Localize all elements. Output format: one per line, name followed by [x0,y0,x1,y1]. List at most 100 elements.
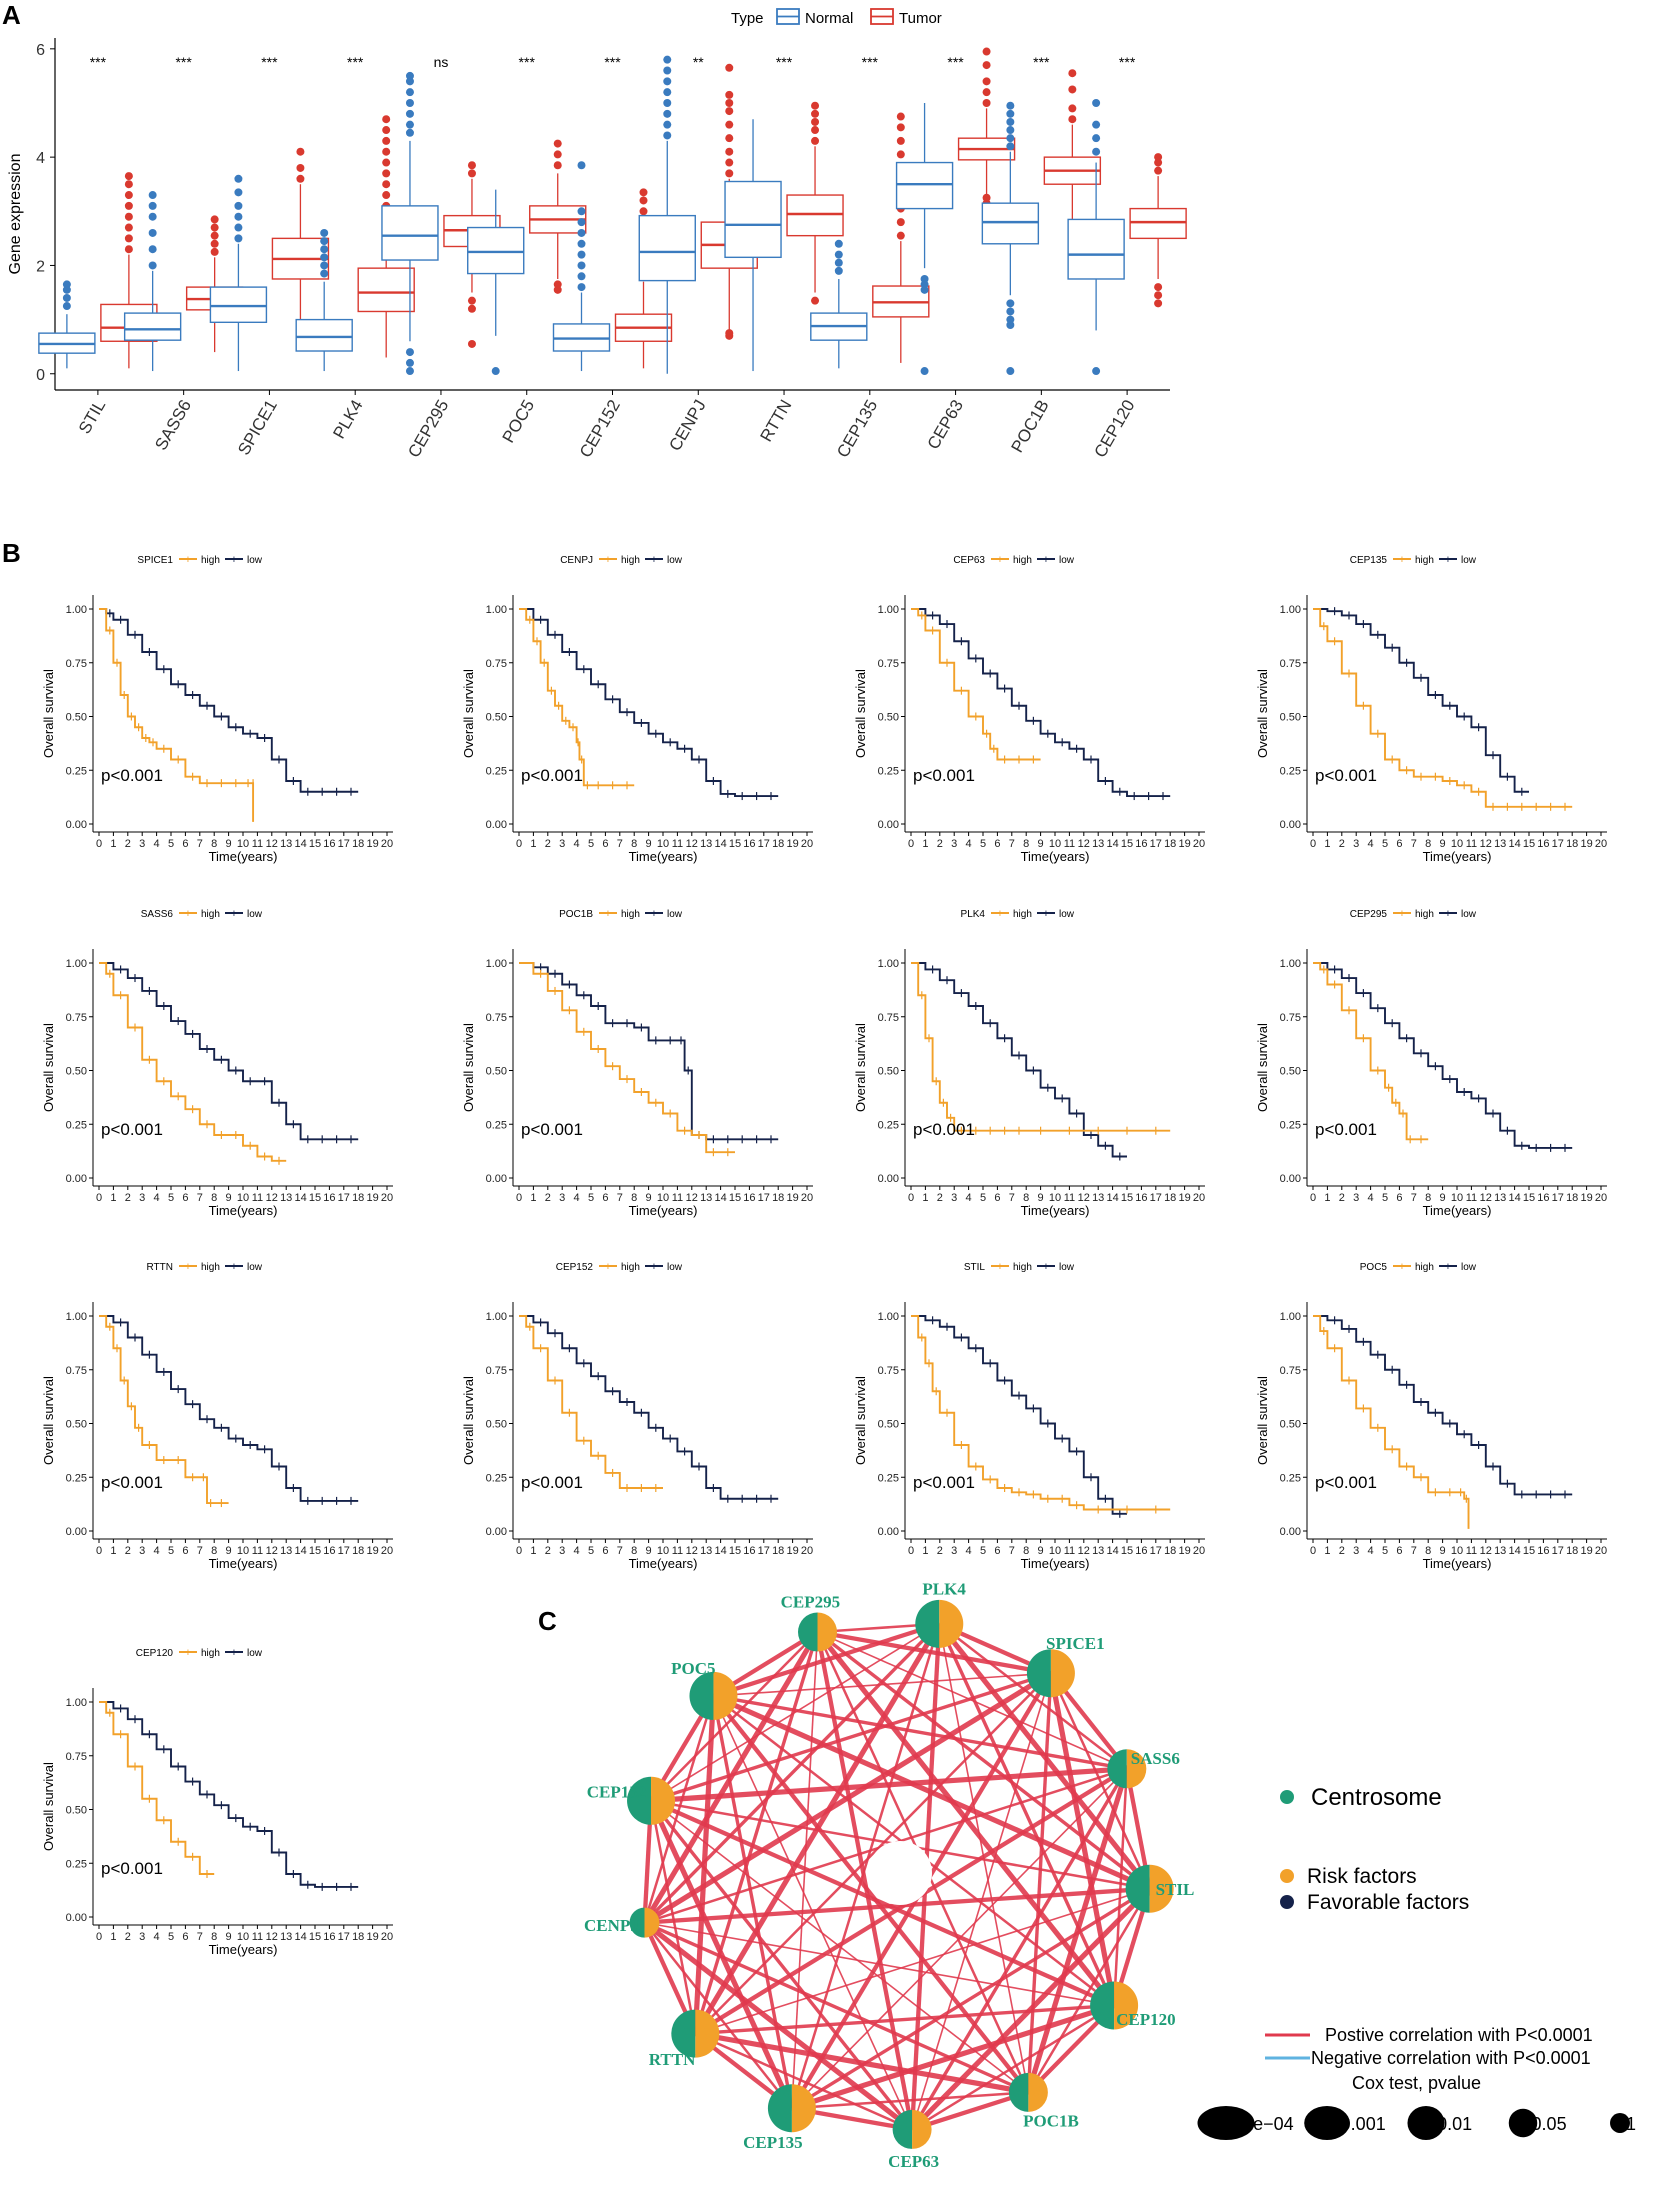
y-tick-label: 0.00 [486,819,507,831]
x-tick-label: 6 [182,1192,188,1204]
x-tick-label: 11 [252,1545,263,1557]
y-axis-label: Overall survival [1255,669,1270,758]
x-tick-label: 13 [1494,838,1506,850]
x-tick-label: 0 [1310,1545,1316,1557]
outlier-point [663,88,672,97]
x-tick-label: 15 [309,1192,321,1204]
box-body [724,180,782,259]
km-legend-low-label: low [1059,555,1075,566]
y-axis-label: Overall survival [461,669,476,758]
outlier-point [896,150,905,159]
node-cenpj: CENPJ [584,1907,660,1938]
box-body [1129,207,1187,240]
y-tick-label: 0.75 [878,658,899,670]
km-legend-low-mark: + [1445,1261,1451,1273]
km-curve-low [99,608,359,793]
y-tick-label: 0.25 [66,765,87,777]
km-plot-stil: 0.000.250.500.751.000 1 2 3 4 5 6 7 8 9 10 11 12 13 14… [853,1261,1205,1571]
y-tick-label: 0.50 [486,1419,507,1431]
km-legend-low-mark: + [231,908,237,920]
y-axis-label: Overall survival [41,1376,56,1465]
network-edge [1112,1768,1129,2006]
box-normal-cep135 [810,239,868,369]
x-tick-label: 4 [966,1192,972,1204]
network-edge [815,1630,1117,2008]
outlier-point [1068,85,1077,94]
network-edge [650,1798,1115,2008]
outlier-point [467,304,476,313]
x-tick-label: 13 [1092,1192,1104,1204]
network-center-void [868,1841,932,1905]
outlier-point [811,296,820,305]
x-tick-label: 11 [672,1545,683,1557]
x-tick-label: 2 [1339,838,1345,850]
network-edge [1048,1672,1117,2006]
x-tick-label: 1 [530,1545,536,1557]
node-centrosome-half [1090,1981,1115,2030]
x-tick-label: 12 [266,1192,278,1204]
x-tick-label: 19 [1178,838,1190,850]
node-centrosome-half [1008,2072,1029,2112]
x-tick-label: 5 [980,1192,986,1204]
x-tick-label: 7 [197,838,203,850]
y-tick-label: 0.25 [66,1858,87,1870]
x-tick-label: 11 [252,1931,263,1943]
outlier-point [296,147,305,156]
y-tick-label: 0.00 [66,1526,87,1538]
network-edge [817,1629,1052,1676]
outlier-point [577,250,586,259]
outlier-point [405,88,414,97]
outlier-point [320,237,329,246]
outlier-point [663,131,672,140]
box-tumor-cep120 [1129,153,1187,308]
x-tick-label: 5 [1382,838,1388,850]
box-body [786,194,844,237]
outlier-point [663,109,672,118]
legend-favorable-label: Favorable factors [1307,1891,1469,1914]
x-tick-label: 4 [154,1931,160,1943]
x-tick-label: 15 [1523,1192,1535,1204]
outlier-point [982,193,991,202]
x-tick-label: 13 [280,1192,292,1204]
outlier-point [124,191,133,200]
x-tick-label: 9 [1038,1545,1044,1557]
outlier-point [725,120,734,129]
x-tick-label: 16 [743,1192,755,1204]
x-tick-label: 15 [309,1931,321,1943]
x-tick-label: 3 [1353,838,1359,850]
km-plot-cep135: 0.000.250.500.751.000 1 2 3 4 5 6 7 8 9 10 11 12 13 14… [1255,554,1607,864]
x-tick-label: 10 [237,1192,249,1204]
outlier-point [1092,134,1101,143]
km-legend-high-mark: + [185,1261,191,1273]
network-edge [712,1695,913,2130]
network-edge [816,1630,1151,1891]
x-tick-label: 20 [381,1931,393,1943]
km-curve-high [99,608,255,822]
outlier-point [811,126,820,135]
km-legend-gene: SPICE1 [137,555,173,566]
node-spice1: SPICE1 [1026,1634,1105,1698]
km-legend-gene: CEP135 [1350,555,1388,566]
outlier-point [62,280,71,289]
x-tick-label: 14 [714,1545,726,1557]
outlier-point [725,90,734,99]
x-tick-label: 19 [1580,838,1592,850]
node-label: STIL [1156,1880,1195,1899]
x-tick-label: 19 [1580,1192,1592,1204]
x-tick-label: 16 [323,1545,335,1557]
box-normal-poc5 [467,189,525,376]
panel-a-letter: A [2,0,21,30]
x-tick-label: 19 [1178,1545,1190,1557]
outlier-point [1068,104,1077,113]
box-body [123,312,182,341]
outlier-point [1068,115,1077,124]
outlier-point [382,169,391,178]
y-tick-label: 0.25 [66,1472,87,1484]
x-tick-label: 15 [729,1192,741,1204]
outlier-point [1154,166,1163,175]
km-legend-high-mark: + [605,554,611,566]
x-tick-label: 15 [309,838,321,850]
cox-size-label: 0.001 [1341,2114,1386,2134]
outlier-point [1154,291,1163,300]
